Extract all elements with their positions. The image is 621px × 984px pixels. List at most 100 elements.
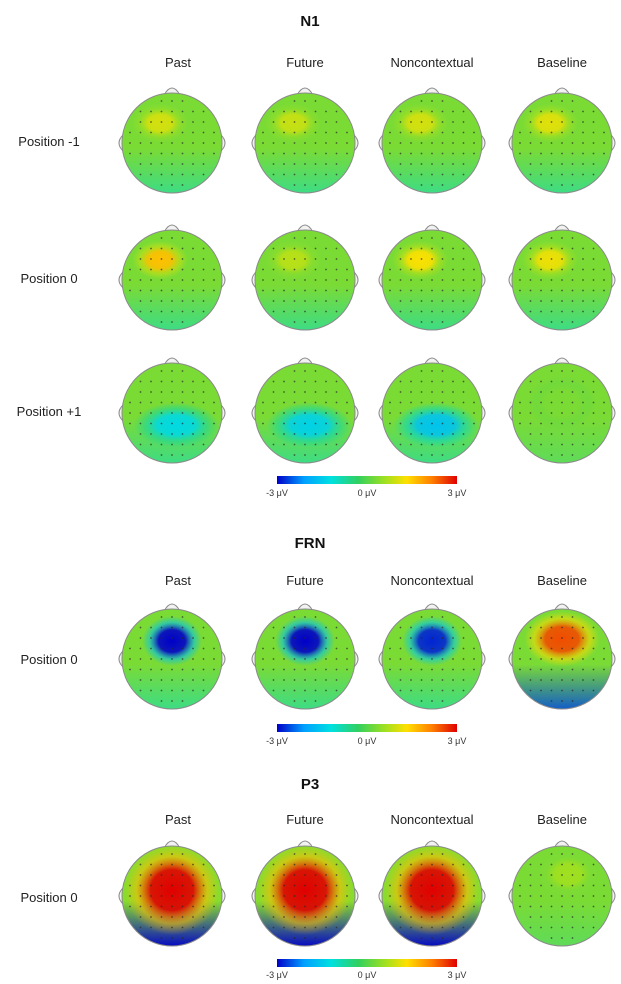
electrode-dot: [399, 658, 402, 660]
electrode-dot: [540, 916, 542, 918]
electrode-dot: [592, 905, 595, 908]
electrode-dot: [129, 412, 131, 414]
electrode-dot: [346, 905, 348, 908]
electrode-dot: [529, 268, 532, 271]
electrode-dot: [571, 412, 574, 414]
electrode-dot: [283, 626, 285, 629]
electrode-dot: [529, 391, 532, 393]
electrode-dot: [171, 884, 173, 887]
electrode-dot: [519, 895, 521, 897]
electrode-dot: [582, 433, 584, 435]
electrode-dot: [293, 237, 296, 239]
electrode-dot: [304, 110, 306, 113]
electrode-dot: [571, 905, 574, 908]
electrode-dot: [561, 184, 563, 186]
electrode-dot: [293, 142, 296, 144]
electrode-dot: [304, 895, 306, 897]
electrode-dot: [139, 637, 142, 639]
electrode-dot: [452, 443, 454, 446]
electrode-dot: [213, 279, 215, 281]
colorbar-mid-label: 0 μV: [358, 970, 377, 980]
electrode-dot: [139, 247, 142, 250]
electrode-dot: [181, 454, 184, 456]
electrode-dot: [399, 905, 402, 908]
electrode-dot: [452, 412, 454, 414]
electrode-dot: [389, 668, 391, 671]
electrode-dot: [304, 380, 306, 383]
electrode-dot: [420, 110, 423, 113]
electrode-dot: [150, 926, 152, 929]
head-outline: [254, 362, 356, 464]
electrode-dot: [431, 433, 433, 435]
electrode-dot: [603, 895, 605, 897]
electrode-dot: [283, 412, 285, 414]
electrode-dot: [272, 142, 275, 144]
electrode-dot: [550, 184, 553, 186]
electrode-dot: [139, 268, 142, 271]
electrode-dot: [262, 658, 264, 660]
electrode-dot: [346, 647, 348, 650]
electrode-dot: [171, 679, 173, 681]
electrode-dot: [262, 412, 264, 414]
electrode-dot: [550, 658, 553, 660]
electrode-dot: [283, 401, 285, 404]
electrode-dot: [529, 173, 532, 176]
electrode-dot: [139, 884, 142, 887]
electrode-dot: [346, 268, 348, 271]
electrode-dot: [529, 658, 532, 660]
electrode-dot: [272, 412, 275, 414]
electrode-dot: [473, 905, 475, 908]
electrode-dot: [540, 637, 542, 639]
electrode-dot: [293, 310, 296, 313]
electrode-dot: [346, 289, 348, 292]
electrode-dot: [561, 380, 563, 383]
electrode-dot: [335, 110, 338, 113]
electrode-dot: [550, 321, 553, 323]
electrode-dot: [441, 268, 444, 271]
electrode-dot: [540, 142, 542, 144]
electrode-dot: [592, 300, 595, 302]
electrode-dot: [550, 443, 553, 446]
electrode-dot: [181, 131, 184, 134]
electrode-dot: [592, 412, 595, 414]
activation-blob: [265, 104, 321, 142]
electrode-dot: [571, 884, 574, 887]
electrode-dot: [399, 173, 402, 176]
electrode-dot: [346, 152, 348, 155]
electrode-dot: [399, 626, 402, 629]
electrode-dot: [325, 668, 327, 671]
electrode-dot: [431, 391, 433, 393]
electrode-dot: [314, 668, 317, 671]
electrode-dot: [171, 163, 173, 165]
electrode-dot: [550, 679, 553, 681]
electrode-dot: [293, 647, 296, 650]
electrode-dot: [293, 616, 296, 618]
electrode-dot: [262, 895, 264, 897]
electrode-dot: [571, 370, 574, 372]
electrode-dot: [293, 905, 296, 908]
electrode-dot: [192, 647, 194, 650]
electrode-dot: [431, 184, 433, 186]
electrode-dot: [420, 237, 423, 239]
electrode-dot: [283, 658, 285, 660]
electrode-dot: [389, 279, 391, 281]
electrode-dot: [304, 937, 306, 939]
electrode-dot: [202, 637, 205, 639]
head-outline: [121, 229, 223, 331]
electrode-dot: [213, 268, 215, 271]
electrode-dot: [420, 173, 423, 176]
electrode-dot: [603, 268, 605, 271]
electrode-dot: [181, 300, 184, 302]
electrode-dot: [262, 289, 264, 292]
electrode-dot: [561, 142, 563, 144]
electrode-dot: [202, 647, 205, 650]
electrode-dot: [160, 443, 163, 446]
electrode-dot: [283, 258, 285, 260]
electrode-dot: [335, 905, 338, 908]
electrode-dot: [389, 647, 391, 650]
colorbar-min-label: -3 μV: [266, 736, 288, 746]
electrode-dot: [431, 131, 433, 134]
electrode-dot: [202, 679, 205, 681]
electrode-dot: [529, 300, 532, 302]
